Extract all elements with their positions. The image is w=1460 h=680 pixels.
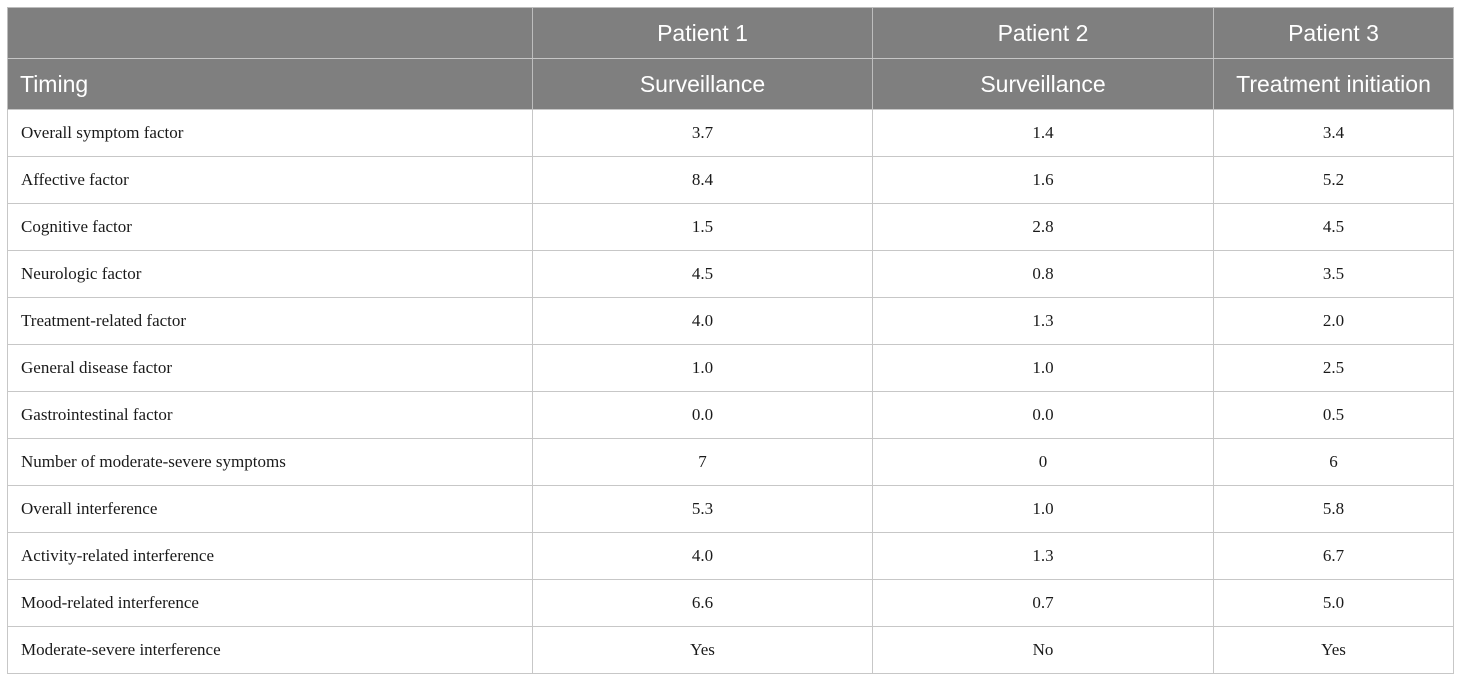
value-cell-patient-1: 4.0 xyxy=(532,297,873,345)
value-cell-patient-2: 1.3 xyxy=(872,532,1214,580)
value-cell-patient-2: 0.0 xyxy=(872,391,1214,439)
table-row: Overall interference 5.3 1.0 5.8 xyxy=(7,485,1454,533)
value-cell-patient-2: 1.0 xyxy=(872,485,1214,533)
row-label: Activity-related interference xyxy=(7,532,533,580)
value-cell-patient-1: 1.0 xyxy=(532,344,873,392)
row-label: General disease factor xyxy=(7,344,533,392)
value-cell-patient-2: 0 xyxy=(872,438,1214,486)
value-cell-patient-2: 1.4 xyxy=(872,109,1214,157)
value-cell-patient-1: 4.5 xyxy=(532,250,873,298)
value-cell-patient-1: 7 xyxy=(532,438,873,486)
value-cell-patient-1: 3.7 xyxy=(532,109,873,157)
header-cell-patient-1: Patient 1 xyxy=(532,7,873,59)
table-row: Cognitive factor 1.5 2.8 4.5 xyxy=(7,203,1454,251)
value-cell-patient-3: 2.0 xyxy=(1213,297,1454,345)
row-label: Gastrointestinal factor xyxy=(7,391,533,439)
header-cell-patient-2: Patient 2 xyxy=(872,7,1214,59)
value-cell-patient-3: 5.8 xyxy=(1213,485,1454,533)
value-cell-patient-1: 4.0 xyxy=(532,532,873,580)
value-cell-patient-3: 2.5 xyxy=(1213,344,1454,392)
table-row: Affective factor 8.4 1.6 5.2 xyxy=(7,156,1454,204)
value-cell-patient-3: 3.5 xyxy=(1213,250,1454,298)
header-cell-timing-patient-2: Surveillance xyxy=(872,58,1214,110)
table-row: Moderate-severe interference Yes No Yes xyxy=(7,626,1454,674)
row-label: Neurologic factor xyxy=(7,250,533,298)
table-row: Overall symptom factor 3.7 1.4 3.4 xyxy=(7,109,1454,157)
value-cell-patient-2: 0.8 xyxy=(872,250,1214,298)
header-cell-patient-3: Patient 3 xyxy=(1213,7,1454,59)
value-cell-patient-1: 5.3 xyxy=(532,485,873,533)
table-body: Overall symptom factor 3.7 1.4 3.4 Affective… xyxy=(7,109,1454,674)
value-cell-patient-2: No xyxy=(872,626,1214,674)
value-cell-patient-2: 1.6 xyxy=(872,156,1214,204)
row-label: Moderate-severe interference xyxy=(7,626,533,674)
value-cell-patient-3: 4.5 xyxy=(1213,203,1454,251)
value-cell-patient-3: 5.2 xyxy=(1213,156,1454,204)
row-label: Treatment-related factor xyxy=(7,297,533,345)
value-cell-patient-2: 1.0 xyxy=(872,344,1214,392)
header-cell-timing-patient-3: Treatment initiation xyxy=(1213,58,1454,110)
row-label: Number of moderate-severe symptoms xyxy=(7,438,533,486)
table-row: Activity-related interference 4.0 1.3 6.7 xyxy=(7,532,1454,580)
header-cell-empty xyxy=(7,7,533,59)
table-row: Neurologic factor 4.5 0.8 3.5 xyxy=(7,250,1454,298)
value-cell-patient-3: 0.5 xyxy=(1213,391,1454,439)
table-row: Gastrointestinal factor 0.0 0.0 0.5 xyxy=(7,391,1454,439)
value-cell-patient-1: 6.6 xyxy=(532,579,873,627)
value-cell-patient-1: Yes xyxy=(532,626,873,674)
row-label: Affective factor xyxy=(7,156,533,204)
value-cell-patient-1: 8.4 xyxy=(532,156,873,204)
table-row: General disease factor 1.0 1.0 2.5 xyxy=(7,344,1454,392)
table-row: Treatment-related factor 4.0 1.3 2.0 xyxy=(7,297,1454,345)
row-label: Overall symptom factor xyxy=(7,109,533,157)
table-header: Patient 1 Patient 2 Patient 3 Timing Sur… xyxy=(7,7,1454,110)
table-row: Number of moderate-severe symptoms 7 0 6 xyxy=(7,438,1454,486)
value-cell-patient-3: 5.0 xyxy=(1213,579,1454,627)
row-label: Overall interference xyxy=(7,485,533,533)
patient-symptom-table: Patient 1 Patient 2 Patient 3 Timing Sur… xyxy=(7,7,1454,674)
value-cell-patient-3: 6.7 xyxy=(1213,532,1454,580)
table-row: Mood-related interference 6.6 0.7 5.0 xyxy=(7,579,1454,627)
row-label: Cognitive factor xyxy=(7,203,533,251)
value-cell-patient-2: 2.8 xyxy=(872,203,1214,251)
header-cell-timing-label: Timing xyxy=(7,58,533,110)
header-row-patients: Patient 1 Patient 2 Patient 3 xyxy=(7,7,1454,59)
value-cell-patient-3: Yes xyxy=(1213,626,1454,674)
value-cell-patient-2: 0.7 xyxy=(872,579,1214,627)
header-row-timing: Timing Surveillance Surveillance Treatme… xyxy=(7,58,1454,110)
row-label: Mood-related interference xyxy=(7,579,533,627)
header-cell-timing-patient-1: Surveillance xyxy=(532,58,873,110)
value-cell-patient-3: 3.4 xyxy=(1213,109,1454,157)
value-cell-patient-2: 1.3 xyxy=(872,297,1214,345)
value-cell-patient-1: 1.5 xyxy=(532,203,873,251)
value-cell-patient-1: 0.0 xyxy=(532,391,873,439)
value-cell-patient-3: 6 xyxy=(1213,438,1454,486)
